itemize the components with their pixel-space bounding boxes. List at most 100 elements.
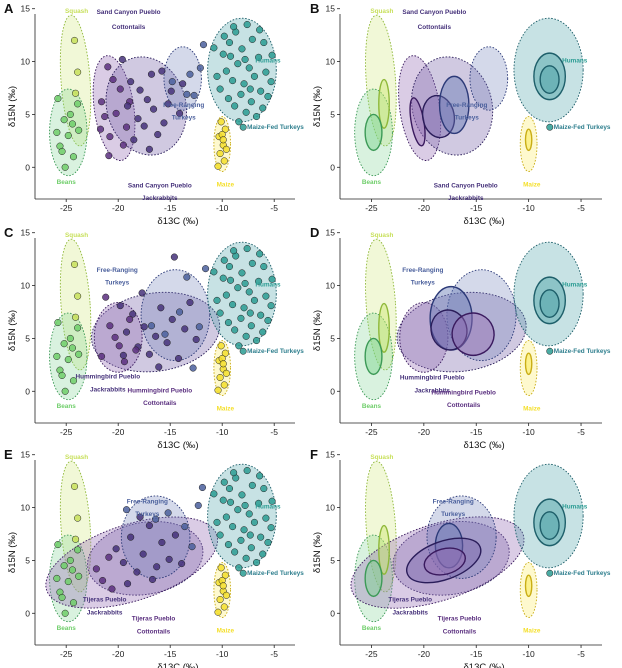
core-ellipse-cottontails [451, 312, 495, 357]
data-point [219, 50, 227, 58]
x-tick-label: -10 [216, 649, 229, 659]
data-point [216, 309, 224, 317]
data-point [120, 358, 128, 366]
ellipse-maize [519, 562, 538, 618]
data-point [210, 44, 218, 52]
core-ellipse-cottontails [423, 547, 467, 576]
data-point [231, 548, 239, 556]
data-point [101, 112, 109, 121]
data-point [54, 541, 62, 549]
x-tick-label: -15 [164, 203, 177, 213]
data-point [220, 157, 228, 165]
data-point [168, 315, 176, 323]
core-ellipse-jackrabbits [421, 94, 456, 139]
x-axis-label: δ13C (‰) [464, 440, 505, 451]
group-label: Humans [255, 282, 281, 289]
group-label: Beans [57, 179, 77, 186]
group-label: Beans [362, 625, 382, 632]
data-point [157, 304, 165, 312]
group-label: Humans [562, 58, 588, 65]
data-point [222, 67, 230, 75]
x-tick-label: -20 [112, 203, 125, 213]
data-point [257, 533, 265, 541]
data-point [222, 591, 230, 599]
data-point [248, 481, 256, 489]
data-point [234, 284, 242, 292]
data-point [256, 472, 264, 480]
data-point [74, 514, 82, 522]
data-point [202, 265, 210, 273]
data-point [248, 259, 256, 267]
data-point [140, 323, 148, 331]
group-label: Sand Canyon Pueblo [434, 182, 498, 189]
data-point [154, 130, 162, 139]
data-point [64, 578, 72, 586]
ellipse-maize [519, 116, 538, 172]
x-tick-label: -25 [365, 649, 378, 659]
data-point [225, 38, 234, 47]
panel-letter: C [4, 225, 14, 240]
group-label: Maize [523, 627, 541, 634]
y-tick-label: 15 [326, 4, 336, 14]
data-point [217, 564, 225, 572]
group-label: Cottontails [112, 24, 146, 31]
data-point [160, 119, 168, 127]
y-tick-label: 10 [326, 281, 336, 291]
y-tick-label: 0 [25, 162, 30, 172]
data-point [145, 350, 153, 358]
data-point [132, 346, 140, 354]
maize-fed-turkey-point [239, 347, 247, 355]
x-tick-label: -15 [470, 649, 483, 659]
ellipse-humans [513, 17, 584, 123]
data-point [224, 541, 232, 549]
data-point [219, 136, 227, 144]
data-point [140, 122, 148, 130]
data-point [245, 64, 253, 72]
y-axis-label: δ15N (‰) [312, 86, 323, 127]
group-label: Hummingbird Pueblo [400, 375, 465, 382]
panel-D: D -25 -20 -15 -10 -5 0 5 10 15 δ13C (‰) δ15N (‰) Squ… [310, 225, 611, 451]
data-point [75, 350, 83, 358]
core-ellipse-humans [539, 511, 560, 540]
panel-letter: B [310, 1, 319, 16]
data-point [53, 352, 61, 360]
group-label: Cottontails [443, 628, 477, 635]
data-point [124, 102, 132, 110]
group-label: Tijeras Pueblo [388, 597, 432, 604]
x-axis-label: δ13C (‰) [464, 216, 505, 227]
group-label: Maize [217, 405, 235, 412]
data-point [74, 68, 82, 76]
y-tick-label: 10 [326, 503, 336, 513]
group-label: Humans [562, 282, 588, 289]
ellipse-humans [513, 241, 584, 347]
data-point [92, 565, 100, 573]
data-point [116, 85, 124, 93]
data-point [213, 296, 221, 304]
data-point [186, 298, 194, 307]
data-point [176, 308, 184, 316]
data-point [109, 75, 117, 84]
core-ellipse-beans [364, 559, 383, 598]
group-label: Maize [523, 405, 541, 412]
panel-letter: D [310, 225, 319, 240]
data-point [260, 38, 268, 47]
y-tick-label: 5 [25, 109, 30, 119]
maize-fed-turkey-point [239, 123, 247, 131]
ellipse-jackrabbits [396, 291, 527, 373]
data-point [138, 289, 146, 297]
data-point [247, 544, 255, 552]
data-point [220, 32, 228, 40]
data-point [133, 568, 141, 576]
data-point [257, 87, 265, 95]
data-point [181, 325, 189, 333]
core-ellipse-squash [378, 524, 390, 575]
data-point [255, 53, 263, 61]
data-point [267, 524, 275, 532]
data-point [220, 603, 228, 611]
data-point [245, 510, 253, 518]
data-point [219, 582, 227, 590]
core-ellipse-maize [524, 352, 533, 376]
data-point [256, 26, 264, 34]
data-point [222, 145, 230, 153]
data-point [216, 149, 224, 158]
